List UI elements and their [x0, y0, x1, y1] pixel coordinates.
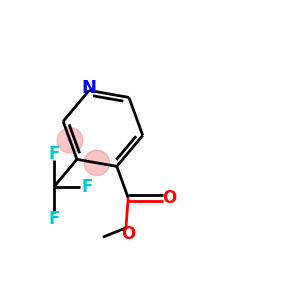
Text: F: F: [48, 210, 60, 228]
Circle shape: [84, 150, 110, 176]
Text: N: N: [82, 79, 97, 97]
Text: O: O: [162, 189, 176, 207]
Text: F: F: [82, 178, 93, 196]
Circle shape: [57, 128, 83, 153]
Text: O: O: [121, 225, 135, 243]
Text: F: F: [48, 146, 60, 164]
